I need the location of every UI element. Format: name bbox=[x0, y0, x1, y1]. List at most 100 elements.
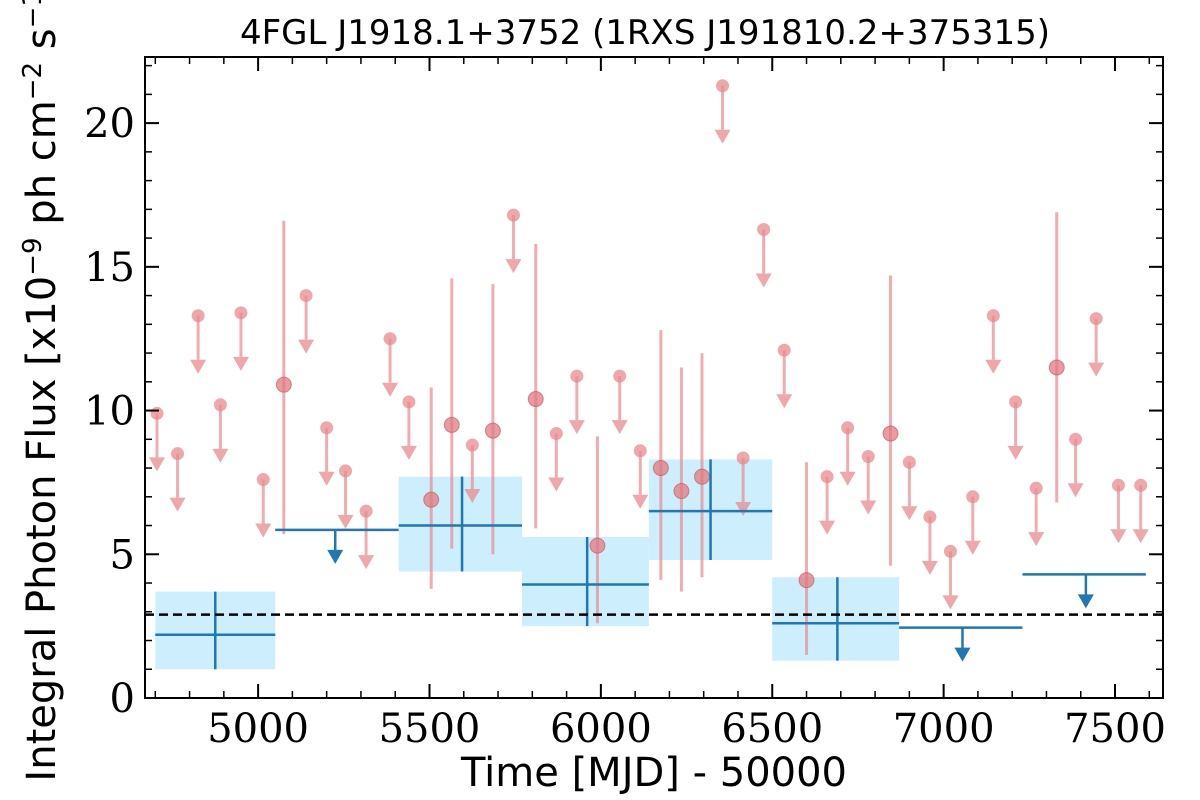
x-tick-label: 5000 bbox=[207, 706, 309, 752]
short-bin-ul-arrow bbox=[1028, 532, 1045, 547]
short-bin-ul-marker bbox=[299, 289, 313, 303]
short-bin-ul-marker bbox=[234, 306, 248, 320]
short-bin-ul-arrow bbox=[190, 359, 207, 374]
short-bin-ul-arrow bbox=[819, 520, 836, 535]
short-bin-ul-arrow bbox=[148, 457, 165, 472]
short-bin-ul-arrow bbox=[298, 339, 315, 354]
short-bin-point bbox=[1048, 359, 1065, 376]
short-bin-ul-arrow bbox=[568, 420, 585, 435]
long-bin-ul-arrow bbox=[327, 549, 344, 564]
short-bin-ul-arrow bbox=[169, 497, 186, 512]
short-bin-ul-arrow bbox=[1067, 483, 1084, 498]
short-bin-ul-arrow bbox=[255, 523, 272, 538]
short-bin-ul-arrow bbox=[776, 394, 793, 409]
long-bin-band bbox=[522, 537, 649, 627]
short-bin-ul-marker bbox=[402, 395, 416, 409]
short-bin-ul-marker bbox=[986, 309, 1000, 323]
short-bin-ul-marker bbox=[902, 455, 916, 469]
x-tick-label: 7500 bbox=[1064, 706, 1166, 752]
short-bin-ul-marker bbox=[570, 369, 584, 383]
short-bin-ul-marker bbox=[716, 79, 730, 93]
short-bin-ul-arrow bbox=[318, 471, 335, 486]
y-tick-label: 0 bbox=[110, 676, 135, 722]
short-bin-point bbox=[798, 572, 815, 589]
short-bin-ul-marker bbox=[966, 490, 980, 504]
short-bin-point bbox=[423, 491, 440, 508]
short-bin-ul-marker bbox=[613, 369, 627, 383]
short-bin-ul-arrow bbox=[358, 555, 375, 570]
short-bin-ul-marker bbox=[820, 470, 834, 484]
short-bin-ul-arrow bbox=[400, 445, 417, 460]
short-bin-ul-marker bbox=[1089, 312, 1103, 326]
short-bin-ul-marker bbox=[1111, 478, 1125, 492]
short-bin-ul-marker bbox=[256, 473, 270, 487]
long-bin-ul-arrow bbox=[1077, 594, 1094, 609]
short-bin-ul-arrow bbox=[735, 501, 752, 516]
x-tick-label: 6500 bbox=[721, 706, 823, 752]
short-bin-ul-marker bbox=[383, 332, 397, 346]
short-bin-ul-marker bbox=[171, 447, 185, 461]
short-bin-ul-arrow bbox=[1007, 445, 1024, 460]
short-bin-ul-marker bbox=[1069, 432, 1083, 446]
short-bin-ul-arrow bbox=[921, 560, 938, 575]
short-bin-ul-arrow bbox=[611, 420, 628, 435]
x-tick-label: 6000 bbox=[550, 706, 652, 752]
y-tick-label: 5 bbox=[110, 532, 135, 578]
long-bin-band bbox=[398, 476, 523, 572]
short-bin-ul-arrow bbox=[505, 259, 522, 274]
long-bin-ul-arrow bbox=[954, 647, 971, 662]
x-tick-label: 5500 bbox=[379, 706, 481, 752]
short-bin-ul-marker bbox=[320, 421, 334, 435]
long-bin-band bbox=[772, 577, 900, 661]
short-bin-ul-marker bbox=[841, 421, 855, 435]
plot-content bbox=[145, 79, 1163, 670]
short-bin-ul-arrow bbox=[382, 382, 399, 397]
y-axis-label: Integral Photon Flux [x10−9 ph cm−2 s−1] bbox=[18, 0, 65, 782]
short-bin-ul-marker bbox=[506, 208, 520, 222]
short-bin-point bbox=[882, 425, 899, 442]
plot-frame bbox=[144, 56, 1164, 699]
y-tick-label: 20 bbox=[84, 101, 135, 147]
short-bin-ul-marker bbox=[213, 398, 227, 412]
short-bin-point bbox=[443, 416, 460, 433]
short-bin-ul-arrow bbox=[232, 356, 249, 371]
short-bin-ul-marker bbox=[465, 438, 479, 452]
short-bin-ul-arrow bbox=[839, 471, 856, 486]
axis-ticks: 5000 5500 6000 6500 7000 7500 0 5 10 15 20 bbox=[84, 57, 1166, 752]
short-bin-ul-marker bbox=[549, 427, 563, 441]
short-bin-ul-arrow bbox=[1088, 362, 1105, 377]
short-bin-ul-marker bbox=[923, 510, 937, 524]
short-bin-ul-marker bbox=[1029, 481, 1043, 495]
short-bin-ul-marker bbox=[339, 464, 353, 478]
short-bin-ul-arrow bbox=[964, 540, 981, 555]
short-bin-point bbox=[275, 376, 292, 393]
short-bin-ul-marker bbox=[861, 450, 875, 464]
short-bin-ul-arrow bbox=[1110, 529, 1127, 544]
x-axis-label: Time [MJD] - 50000 bbox=[460, 750, 847, 796]
short-bin-point bbox=[693, 468, 710, 485]
short-bin-ul-marker bbox=[150, 406, 164, 420]
short-bin-point bbox=[484, 422, 501, 439]
y-tick-label: 10 bbox=[84, 389, 135, 435]
short-bin-ul-arrow bbox=[901, 506, 918, 521]
short-bin-point bbox=[673, 483, 690, 500]
short-bin-ul-marker bbox=[633, 444, 647, 458]
y-tick-label: 15 bbox=[84, 245, 135, 291]
short-bin-ul-arrow bbox=[464, 489, 481, 504]
short-bin-ul-arrow bbox=[337, 514, 354, 529]
short-bin-point bbox=[589, 537, 606, 554]
short-bin-ul-arrow bbox=[632, 494, 649, 509]
short-bin-ul-marker bbox=[1134, 478, 1148, 492]
short-bin-ul-arrow bbox=[860, 500, 877, 515]
short-bin-ul-marker bbox=[359, 504, 373, 518]
short-bin-ul-arrow bbox=[942, 595, 959, 610]
short-bin-ul-marker bbox=[757, 222, 771, 236]
short-bin-ul-arrow bbox=[548, 477, 565, 492]
short-bin-point bbox=[652, 460, 669, 477]
short-bin-ul-arrow bbox=[212, 448, 229, 463]
short-bin-ul-marker bbox=[736, 451, 750, 465]
x-tick-label: 7000 bbox=[893, 706, 995, 752]
short-bin-ul-arrow bbox=[714, 129, 731, 144]
short-bin-ul-arrow bbox=[985, 359, 1002, 374]
